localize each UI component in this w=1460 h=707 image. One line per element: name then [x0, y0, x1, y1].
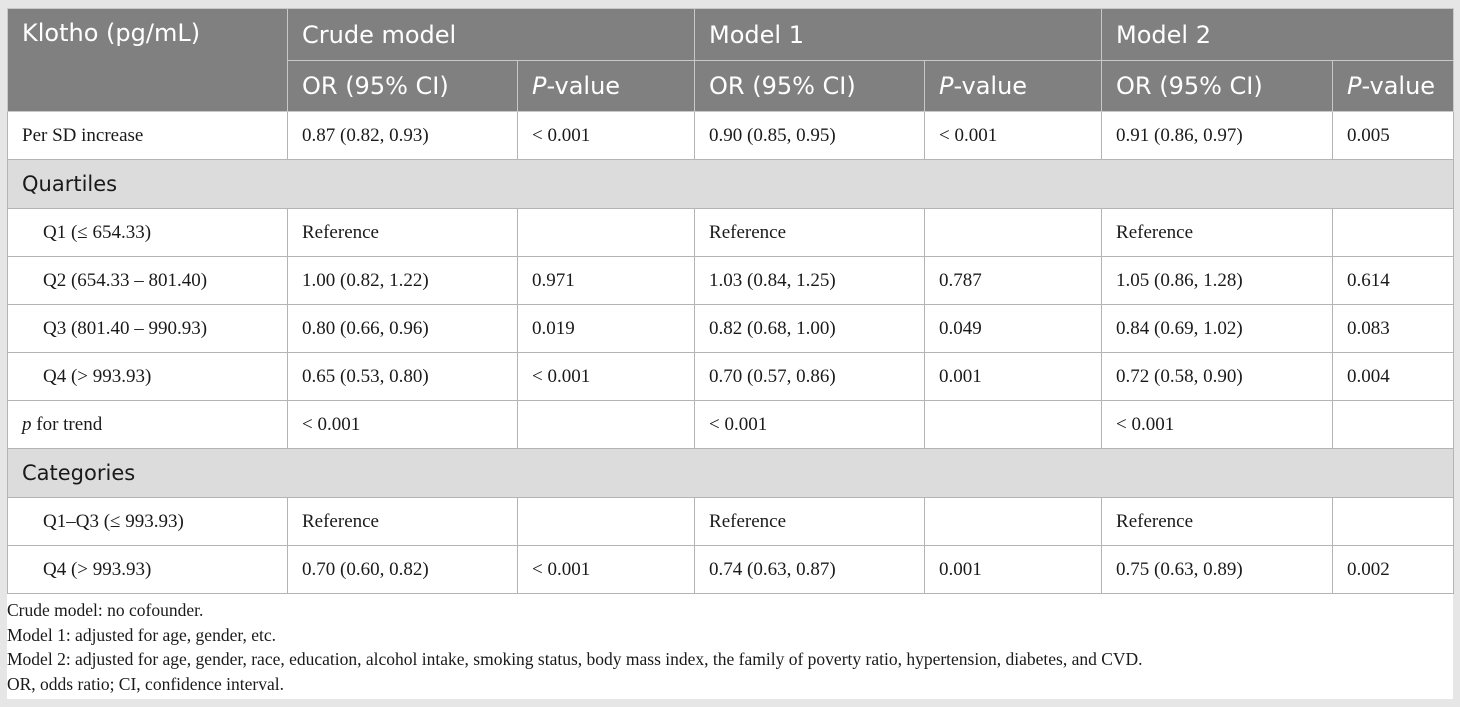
cell-value: 0.787 [924, 256, 1103, 305]
cell-value: 0.82 (0.68, 1.00) [694, 304, 926, 353]
cell-value [1332, 208, 1455, 257]
table-row-q1: Q1 (≤ 654.33) Reference Reference Refere… [7, 208, 1455, 257]
table-row-cat-q1q3: Q1–Q3 (≤ 993.93) Reference Reference Ref… [7, 497, 1455, 546]
cell-value: 0.019 [516, 304, 696, 353]
cell-value: 1.00 (0.82, 1.22) [287, 256, 518, 305]
header-p-value: P-value [1332, 60, 1455, 112]
cell-value: Reference [287, 497, 518, 546]
cell-value: < 0.001 [516, 545, 696, 594]
cell-value [924, 497, 1103, 546]
cell-value: Reference [1101, 208, 1334, 257]
row-label: Per SD increase [7, 111, 288, 160]
cell-value: 0.80 (0.66, 0.96) [287, 304, 518, 353]
cell-value: 0.049 [924, 304, 1103, 353]
cell-value: 0.74 (0.63, 0.87) [694, 545, 926, 594]
header-or-ci: OR (95% CI) [287, 60, 518, 112]
cell-value: Reference [694, 208, 926, 257]
cell-value: < 0.001 [516, 111, 696, 160]
header-klotho: Klotho (pg/mL) [7, 8, 288, 112]
cell-value: 0.70 (0.57, 0.86) [694, 352, 926, 401]
cell-value: < 0.001 [1101, 400, 1334, 449]
cell-value: Reference [1101, 497, 1334, 546]
p-rest: -value [546, 72, 621, 100]
cell-value [1332, 400, 1455, 449]
row-label: Q3 (801.40 – 990.93) [7, 304, 288, 353]
cell-value: 0.70 (0.60, 0.82) [287, 545, 518, 594]
cell-value: 0.971 [516, 256, 696, 305]
row-label: Q2 (654.33 – 801.40) [7, 256, 288, 305]
cell-value: 1.05 (0.86, 1.28) [1101, 256, 1334, 305]
table-footnotes: Crude model: no cofounder. Model 1: adju… [7, 594, 1453, 696]
row-label: Q1–Q3 (≤ 993.93) [7, 497, 288, 546]
cell-value: 0.87 (0.82, 0.93) [287, 111, 518, 160]
cell-value: 0.84 (0.69, 1.02) [1101, 304, 1334, 353]
cell-value: < 0.001 [924, 111, 1103, 160]
cell-value: 0.001 [924, 352, 1103, 401]
cell-value: 0.614 [1332, 256, 1455, 305]
row-label: p for trend [7, 400, 288, 449]
row-label: Q4 (> 993.93) [7, 545, 288, 594]
table-row-q3: Q3 (801.40 – 990.93) 0.80 (0.66, 0.96) 0… [7, 304, 1455, 353]
cell-value: Reference [694, 497, 926, 546]
header-or-ci: OR (95% CI) [694, 60, 926, 112]
header-model-2: Model 2 [1101, 8, 1455, 61]
header-row-models: Klotho (pg/mL) Crude model Model 1 Model… [7, 8, 1455, 112]
table-row-q2: Q2 (654.33 – 801.40) 1.00 (0.82, 1.22) 0… [7, 256, 1455, 305]
p-italic: P [1347, 72, 1362, 100]
cell-value [924, 400, 1103, 449]
cell-value [924, 208, 1103, 257]
cell-value: 0.001 [924, 545, 1103, 594]
footnote-crude: Crude model: no cofounder. [7, 600, 204, 620]
cell-value: 0.005 [1332, 111, 1455, 160]
cell-value: 0.75 (0.63, 0.89) [1101, 545, 1334, 594]
footnote-model-1: Model 1: adjusted for age, gender, etc. [7, 624, 276, 645]
cell-value: 1.03 (0.84, 1.25) [694, 256, 926, 305]
section-title: Quartiles [6, 159, 1455, 209]
cell-value: < 0.001 [287, 400, 518, 449]
cell-value: < 0.001 [694, 400, 926, 449]
table-frame: Klotho (pg/mL) Crude model Model 1 Model… [6, 8, 1455, 699]
cell-value: 0.004 [1332, 352, 1455, 401]
p-rest: -value [1361, 72, 1436, 100]
header-or-ci: OR (95% CI) [1101, 60, 1334, 112]
cell-value [516, 400, 696, 449]
cell-value: 0.91 (0.86, 0.97) [1101, 111, 1334, 160]
table-row-q4: Q4 (> 993.93) 0.65 (0.53, 0.80) < 0.001 … [7, 352, 1455, 401]
p-italic: P [532, 72, 547, 100]
header-p-value: P-value [516, 60, 696, 112]
header-model-1: Model 1 [694, 8, 1103, 61]
p-italic: P [939, 72, 954, 100]
section-row-quartiles: Quartiles [6, 159, 1455, 209]
row-label: Q1 (≤ 654.33) [7, 208, 288, 257]
cell-value: Reference [287, 208, 518, 257]
row-label: Q4 (> 993.93) [7, 352, 288, 401]
table-row-per-sd: Per SD increase 0.87 (0.82, 0.93) < 0.00… [7, 111, 1455, 160]
section-row-categories: Categories [6, 448, 1455, 498]
header-crude-model: Crude model [286, 8, 696, 61]
cell-value: 0.002 [1332, 545, 1455, 594]
cell-value: 0.90 (0.85, 0.95) [694, 111, 926, 160]
cell-value [1332, 497, 1455, 546]
footnote-abbreviations: OR, odds ratio; CI, confidence interval. [7, 673, 285, 694]
cell-value: 0.72 (0.58, 0.90) [1101, 352, 1334, 401]
trend-p-italic: p [22, 413, 32, 435]
cell-value: < 0.001 [516, 352, 696, 401]
trend-label-rest: for trend [31, 413, 103, 435]
table-row-cat-q4: Q4 (> 993.93) 0.70 (0.60, 0.82) < 0.001 … [7, 545, 1455, 594]
p-rest: -value [953, 72, 1028, 100]
cell-value [516, 208, 696, 257]
cell-value: 0.65 (0.53, 0.80) [287, 352, 518, 401]
results-table: Klotho (pg/mL) Crude model Model 1 Model… [6, 8, 1455, 594]
table-row-trend: p for trend < 0.001 < 0.001 < 0.001 [7, 400, 1455, 449]
footnote-model-2: Model 2: adjusted for age, gender, race,… [7, 649, 1143, 669]
cell-value: 0.083 [1332, 304, 1455, 353]
section-title: Categories [6, 448, 1455, 498]
header-row-stats: OR (95% CI) P-value OR (95% CI) P-value … [8, 60, 1455, 112]
header-p-value: P-value [924, 60, 1103, 112]
cell-value [516, 497, 696, 546]
